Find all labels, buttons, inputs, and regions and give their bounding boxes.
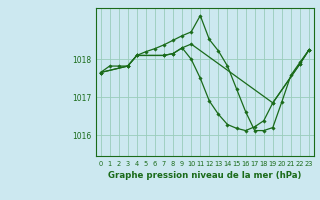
X-axis label: Graphe pression niveau de la mer (hPa): Graphe pression niveau de la mer (hPa) <box>108 171 301 180</box>
